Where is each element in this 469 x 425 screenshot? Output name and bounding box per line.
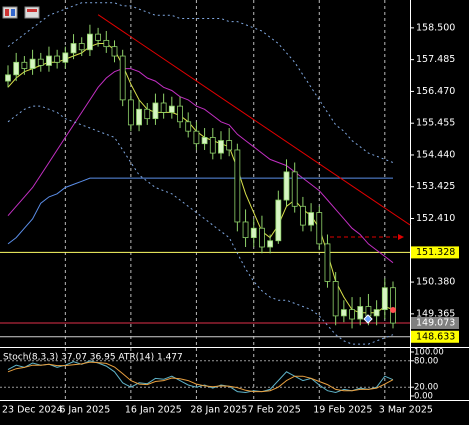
candle-body — [390, 287, 396, 324]
x-tick-label: 19 Feb 2025 — [313, 405, 372, 416]
candle-body — [37, 58, 44, 66]
y-tick-label: 100.00 — [414, 348, 444, 358]
x-tick-label: 6 Jan 2025 — [59, 405, 110, 416]
candle-body — [5, 74, 11, 82]
indicator-label: Stoch(8,3,3) 37.07 36.95 ATR(14) 1.477 — [3, 353, 183, 363]
x-tick-label: 28 Jan 2025 — [190, 405, 247, 416]
candle-body — [226, 140, 233, 151]
candle-body — [136, 108, 142, 126]
candle-body — [373, 309, 380, 317]
candle-body — [340, 309, 347, 317]
price-label: 151.328 — [416, 247, 455, 258]
candle-body — [78, 43, 85, 51]
indicator-line — [7, 177, 393, 245]
candle-body — [103, 39, 110, 48]
x-tick-label: 23 Dec 2024 — [2, 405, 63, 416]
candle-body — [275, 199, 282, 242]
candle-body — [127, 99, 134, 126]
x-tick-label: 3 Mar 2025 — [379, 405, 433, 416]
candle-body — [46, 55, 52, 66]
price-label-box — [411, 330, 459, 343]
y-tick-label: 80.00 — [414, 356, 438, 366]
candle-body — [283, 171, 290, 201]
candle-body — [365, 306, 372, 317]
candle-body — [299, 205, 306, 226]
chart-icon[interactable] — [2, 6, 18, 19]
y-tick-label: 0.00 — [414, 392, 433, 402]
candle-body — [70, 43, 77, 54]
indicator-line — [7, 2, 394, 163]
candle-body — [242, 221, 249, 239]
candle-body — [177, 105, 183, 123]
candle-body — [218, 140, 224, 154]
candle-body — [185, 121, 192, 132]
y-tick-label: 155.455 — [416, 118, 455, 129]
y-tick-label: 149.365 — [416, 308, 455, 319]
candle-body — [13, 61, 20, 76]
trade-marker — [363, 314, 373, 324]
candle-body — [234, 149, 241, 223]
y-tick-label: 152.410 — [416, 213, 455, 224]
chart-icon-part — [5, 9, 9, 16]
candle-body — [160, 102, 167, 113]
indicator-line — [7, 361, 394, 393]
candle-body — [144, 108, 151, 120]
x-tick-label: 16 Jan 2025 — [125, 405, 182, 416]
candle-body — [119, 55, 126, 101]
chart-icon-part — [11, 9, 15, 16]
candle-body — [324, 243, 331, 282]
candle-body — [308, 212, 314, 226]
x-tick-label: 7 Feb 2025 — [248, 405, 301, 416]
candle-body — [95, 33, 102, 41]
candle-body — [250, 227, 257, 239]
chart-icon[interactable] — [24, 6, 40, 19]
candle-body — [111, 46, 118, 57]
y-tick-label: 158.500 — [416, 22, 455, 33]
price-label-box — [411, 316, 459, 329]
price-label-box — [411, 246, 459, 259]
indicator-line — [7, 68, 394, 264]
y-tick-label: 156.470 — [416, 86, 455, 97]
price-label: 149.073 — [416, 317, 455, 328]
chart-icon-part — [27, 9, 37, 12]
candle-body — [201, 137, 208, 145]
y-tick-label: 154.440 — [416, 149, 455, 160]
candle-body — [267, 240, 274, 248]
candle-body — [152, 102, 159, 120]
y-tick-label: 157.485 — [416, 54, 455, 65]
y-tick-label: 153.425 — [416, 181, 455, 192]
candle-body — [381, 287, 388, 311]
y-tick-label: 150.380 — [416, 277, 455, 288]
candle-body — [259, 227, 265, 248]
candle-body — [316, 212, 323, 245]
price-label: 148.633 — [416, 331, 455, 342]
candle-body — [332, 281, 339, 317]
candle-body — [29, 58, 36, 69]
candle-body — [62, 52, 69, 63]
candle-body — [168, 105, 175, 113]
indicator-line — [7, 360, 394, 394]
candle-body — [193, 130, 200, 145]
candle-body — [357, 306, 364, 320]
candle-body — [209, 137, 216, 154]
alert-arrow — [398, 233, 404, 240]
candle-body — [87, 33, 93, 51]
trendline — [97, 14, 411, 226]
candle-body — [349, 309, 355, 320]
candle-body — [21, 61, 28, 69]
y-tick-label: 20.00 — [414, 383, 438, 393]
candle-body — [54, 55, 61, 63]
candle-body — [291, 171, 298, 207]
trade-marker — [390, 307, 396, 313]
